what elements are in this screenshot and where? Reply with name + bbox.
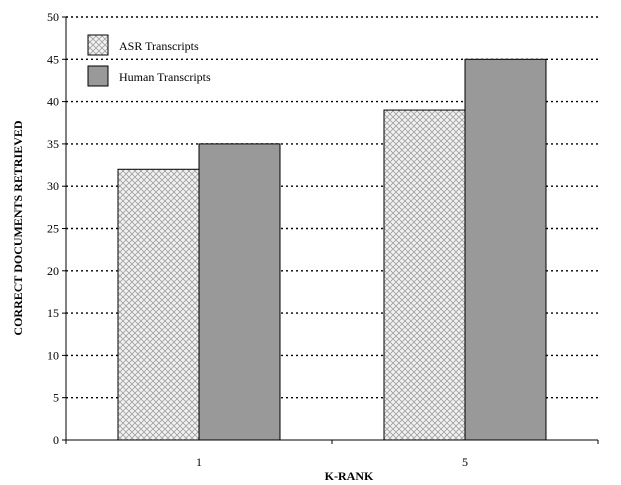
x-tick-label: 5 — [462, 455, 468, 469]
legend-swatch-human — [88, 66, 108, 86]
y-tick-label: 10 — [47, 348, 59, 362]
y-tick-label: 45 — [47, 52, 59, 66]
y-tick-label: 35 — [47, 137, 59, 151]
y-tick-label: 25 — [47, 222, 59, 236]
y-tick-label: 40 — [47, 95, 59, 109]
bar-human-1 — [199, 144, 280, 440]
legend-label-human: Human Transcripts — [119, 70, 211, 84]
y-axis-title: CORRECT DOCUMENTS RETRIEVED — [11, 120, 25, 335]
bar-asr-5 — [384, 110, 465, 440]
bars — [118, 59, 546, 440]
y-tick-label: 50 — [47, 10, 59, 24]
y-tick-label: 20 — [47, 264, 59, 278]
y-tick-label: 0 — [53, 433, 59, 447]
y-tick-label: 30 — [47, 179, 59, 193]
x-tick-label: 1 — [196, 455, 202, 469]
legend-label-asr: ASR Transcripts — [119, 39, 199, 53]
bar-asr-1 — [118, 169, 199, 440]
x-axis-title: K-RANK — [325, 469, 374, 483]
y-tick-label: 5 — [53, 391, 59, 405]
y-tick-label: 15 — [47, 306, 59, 320]
legend: ASR Transcripts Human Transcripts — [88, 35, 211, 86]
y-tick-labels: 0 5 10 15 20 25 30 35 40 45 50 — [47, 10, 59, 447]
bar-human-5 — [465, 59, 546, 440]
legend-swatch-asr — [88, 35, 108, 55]
